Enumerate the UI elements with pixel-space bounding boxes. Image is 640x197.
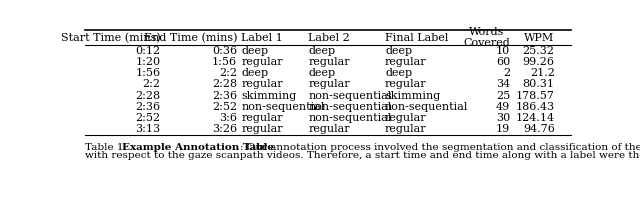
Text: 34: 34: [496, 79, 510, 89]
Text: regular: regular: [385, 113, 427, 123]
Text: with respect to the gaze scanpath videos. Therefore, a start time and end time a: with respect to the gaze scanpath videos…: [85, 151, 640, 160]
Text: 94.76: 94.76: [523, 124, 555, 134]
Text: 3:26: 3:26: [212, 124, 237, 134]
Text: regular: regular: [308, 124, 350, 134]
Text: 19: 19: [496, 124, 510, 134]
Text: regular: regular: [385, 79, 427, 89]
Text: deep: deep: [385, 68, 412, 78]
Text: deep: deep: [308, 68, 335, 78]
Text: 0:12: 0:12: [135, 46, 161, 56]
Text: 2:2: 2:2: [220, 68, 237, 78]
Text: 21.2: 21.2: [530, 68, 555, 78]
Text: regular: regular: [241, 57, 283, 67]
Text: 186.43: 186.43: [516, 102, 555, 112]
Text: 2:2: 2:2: [142, 79, 161, 89]
Text: 60: 60: [496, 57, 510, 67]
Text: 80.31: 80.31: [523, 79, 555, 89]
Text: regular: regular: [385, 124, 427, 134]
Text: 99.26: 99.26: [523, 57, 555, 67]
Text: 178.57: 178.57: [516, 91, 555, 101]
Text: regular: regular: [385, 57, 427, 67]
Text: 2:52: 2:52: [135, 113, 161, 123]
Text: 3:6: 3:6: [220, 113, 237, 123]
Text: 25.32: 25.32: [523, 46, 555, 56]
Text: regular: regular: [308, 57, 350, 67]
Text: regular: regular: [308, 79, 350, 89]
Text: Label 2: Label 2: [308, 33, 350, 43]
Text: deep: deep: [308, 46, 335, 56]
Text: deep: deep: [385, 46, 412, 56]
Text: Example Annotation Table: Example Annotation Table: [122, 143, 275, 152]
Text: regular: regular: [241, 79, 283, 89]
Text: deep: deep: [241, 46, 268, 56]
Text: 2:36: 2:36: [135, 102, 161, 112]
Text: non-sequential: non-sequential: [308, 102, 392, 112]
Text: skimming: skimming: [385, 91, 440, 101]
Text: 2:52: 2:52: [212, 102, 237, 112]
Text: 3:13: 3:13: [135, 124, 161, 134]
Text: regular: regular: [241, 124, 283, 134]
Text: deep: deep: [241, 68, 268, 78]
Text: 1:56: 1:56: [212, 57, 237, 67]
Text: 30: 30: [496, 113, 510, 123]
Text: 0:36: 0:36: [212, 46, 237, 56]
Text: End Time (mins): End Time (mins): [144, 33, 237, 43]
Text: non-sequential: non-sequential: [308, 113, 392, 123]
Text: regular: regular: [241, 113, 283, 123]
Text: Table 1.: Table 1.: [85, 143, 133, 152]
Text: 25: 25: [496, 91, 510, 101]
Text: Start Time (mins): Start Time (mins): [61, 33, 161, 43]
Text: non-sequential: non-sequential: [385, 102, 468, 112]
Text: 2:28: 2:28: [212, 79, 237, 89]
Text: skimming: skimming: [241, 91, 296, 101]
Text: 124.14: 124.14: [516, 113, 555, 123]
Text: 2: 2: [503, 68, 510, 78]
Text: 49: 49: [496, 102, 510, 112]
Text: non-sequential: non-sequential: [241, 102, 324, 112]
Text: 10: 10: [496, 46, 510, 56]
Text: 1:56: 1:56: [135, 68, 161, 78]
Text: 1:20: 1:20: [135, 57, 161, 67]
Text: non-sequential: non-sequential: [308, 91, 392, 101]
Text: WPM: WPM: [524, 33, 555, 43]
Text: Label 1: Label 1: [241, 33, 283, 43]
Text: : Our annotation process involved the segmentation and classification of the rea: : Our annotation process involved the se…: [240, 143, 640, 152]
Text: Words
Covered: Words Covered: [463, 27, 510, 48]
Text: 2:28: 2:28: [135, 91, 161, 101]
Text: 2:36: 2:36: [212, 91, 237, 101]
Text: Final Label: Final Label: [385, 33, 449, 43]
